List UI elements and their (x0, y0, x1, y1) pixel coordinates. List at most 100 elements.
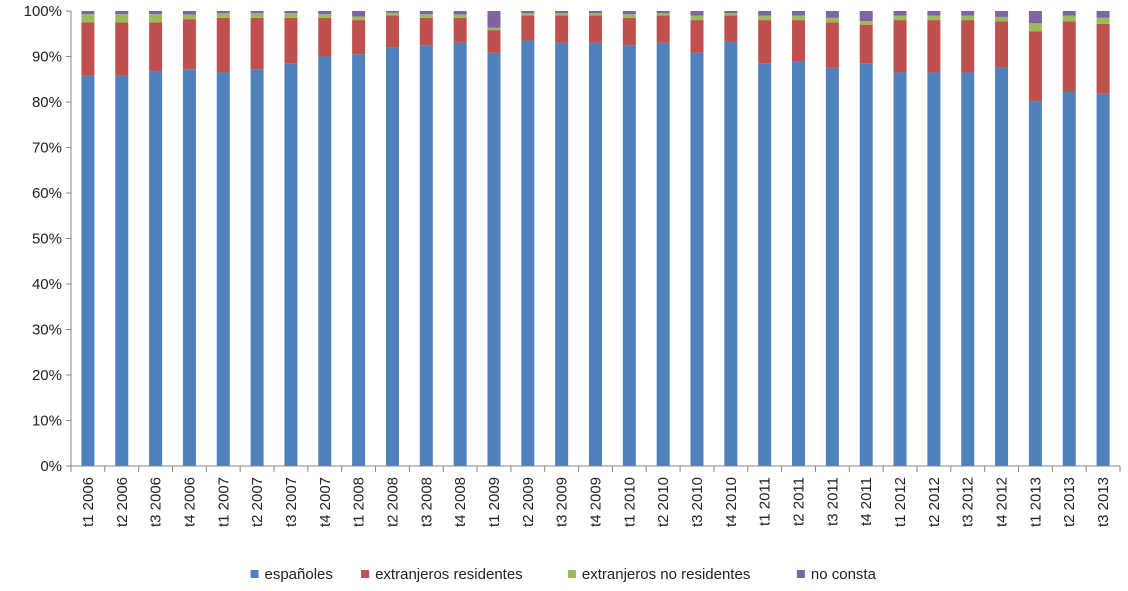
bar-segment-españoles (690, 52, 704, 467)
bar-segment-no-consta (961, 11, 975, 16)
bar-segment-extranjeros-residentes (1096, 23, 1110, 94)
bar-segment-españoles (318, 56, 332, 466)
x-tick-label: t4 2007 (317, 477, 334, 527)
bar-segment-no-consta (1028, 11, 1042, 24)
bar-segment-no-consta (385, 11, 399, 13)
legend-label: no consta (811, 566, 877, 583)
bar-segment-no-consta (487, 11, 501, 28)
bar-segment-extranjeros-residentes (893, 20, 907, 73)
bar-segment-extranjeros-residentes (961, 20, 975, 73)
bar-segment-no-consta (893, 11, 907, 16)
bar-segment-españoles (859, 63, 873, 466)
x-tick-label: t3 2006 (148, 477, 165, 527)
bar-segment-extranjeros-no-residentes (589, 13, 602, 16)
legend-label: españoles (265, 566, 333, 583)
bar-segment-extranjeros-residentes (318, 17, 332, 57)
x-tick-label: t2 2009 (520, 477, 537, 527)
x-tick-label: t3 2010 (689, 477, 706, 527)
bar-segment-extranjeros-residentes (487, 30, 501, 53)
bar-segment-extranjeros-no-residentes (825, 17, 839, 23)
bar-segment-españoles (385, 47, 399, 467)
bar-segment-españoles (893, 72, 907, 467)
x-tick-label: t4 2011 (858, 477, 875, 526)
bar-segment-extranjeros-no-residentes (352, 16, 366, 21)
x-tick-label: t3 2008 (418, 477, 435, 527)
legend-swatch (250, 570, 259, 578)
bar-segment-no-consta (995, 11, 1009, 17)
bar-segment-extranjeros-no-residentes (385, 12, 399, 16)
x-tick-label: t2 2012 (926, 477, 943, 527)
bar-segment-extranjeros-residentes (792, 20, 806, 62)
bar-segment-no-consta (792, 11, 806, 16)
legend: españoles extranjeros residentes extranjer… (250, 566, 877, 583)
bar-segment-extranjeros-no-residentes (216, 13, 230, 18)
y-tick-label: 80% (32, 94, 62, 111)
y-tick-label: 40% (32, 276, 62, 293)
bar-segment-españoles (1096, 93, 1110, 466)
bar-segment-no-consta (115, 11, 129, 15)
bar-segment-extranjeros-residentes (352, 20, 366, 55)
legend-swatch (567, 570, 576, 578)
x-tick-label: t1 2007 (215, 477, 232, 527)
bar-segment-no-consta (352, 11, 366, 17)
bar-segment-no-consta (250, 11, 264, 14)
bar-segment-españoles (521, 40, 535, 466)
y-tick-label: 30% (32, 322, 62, 339)
y-tick-label: 100% (24, 3, 62, 20)
x-tick-label: t4 2006 (181, 477, 198, 527)
bar-segment-extranjeros-residentes (656, 15, 670, 43)
bar-segment-extranjeros-no-residentes (1096, 17, 1110, 24)
bar-segment-no-consta (318, 11, 332, 15)
bar-segment-no-consta (453, 11, 467, 15)
bar-segment-extranjeros-no-residentes (622, 14, 636, 18)
bar-segment-no-consta (555, 11, 569, 14)
y-axis: 0% 10% 20% 30% 40% 50% 60% 70% 80% 90% 100% (24, 3, 72, 475)
y-tick-label: 70% (32, 140, 62, 157)
bar-segment-españoles (927, 72, 941, 467)
x-tick-label: t1 2013 (1027, 477, 1044, 527)
bar-segment-españoles (589, 42, 602, 466)
bar-segment-españoles (216, 72, 230, 467)
bar-segment-españoles (825, 67, 839, 467)
x-tick-label: t4 2010 (723, 477, 740, 527)
bar-segment-españoles (453, 42, 467, 466)
bar-segment-extranjeros-residentes (690, 20, 704, 53)
bar-segment-extranjeros-residentes (216, 17, 230, 73)
x-tick-label: t1 2008 (351, 477, 368, 527)
bar-segment-no-consta (521, 11, 535, 14)
bar-segment-españoles (724, 41, 738, 466)
bar-segment-extranjeros-residentes (419, 17, 433, 46)
bar-segment-extranjeros-no-residentes (995, 16, 1009, 22)
x-tick-label: t1 2012 (892, 477, 909, 527)
bar-segment-extranjeros-no-residentes (284, 13, 298, 18)
legend-item: españoles (250, 566, 333, 583)
x-tick-label: t1 2006 (80, 477, 97, 527)
bar-segment-españoles (115, 75, 129, 467)
bar-segment-españoles (961, 72, 975, 467)
bar-segment-extranjeros-no-residentes (521, 13, 535, 16)
bar-segment-extranjeros-residentes (81, 22, 95, 76)
x-tick-label: t2 2010 (655, 477, 672, 527)
bar-segment-extranjeros-no-residentes (555, 13, 569, 16)
x-tick-label: t1 2009 (486, 477, 503, 527)
bar-segment-españoles (758, 63, 772, 466)
bar-segment-extranjeros-residentes (521, 15, 535, 41)
bar-segment-no-consta (1096, 11, 1110, 18)
y-tick-label: 20% (32, 367, 62, 384)
x-tick-label: t3 2009 (554, 477, 571, 527)
y-tick-label: 0% (40, 458, 62, 475)
bar-segment-no-consta (216, 11, 230, 14)
bar-segment-extranjeros-residentes (453, 17, 467, 43)
bar-segment-extranjeros-residentes (622, 17, 636, 46)
x-tick-label: t4 2009 (588, 477, 605, 527)
bar-segment-extranjeros-no-residentes (453, 14, 467, 18)
bar-segment-extranjeros-residentes (995, 21, 1009, 68)
x-tick-label: t1 2010 (621, 477, 638, 527)
bar-segment-extranjeros-no-residentes (149, 14, 163, 23)
x-tick-label: t4 2008 (452, 477, 469, 527)
bar-segment-extranjeros-no-residentes (792, 15, 806, 21)
bar-segment-no-consta (81, 11, 95, 15)
legend-item: no consta (796, 566, 877, 583)
